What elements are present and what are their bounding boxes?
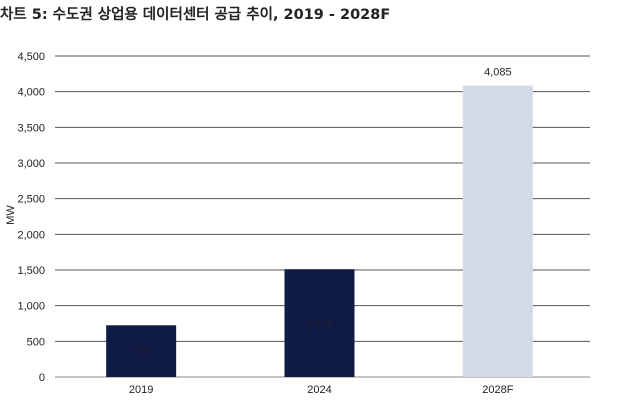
data-label: 725 (132, 346, 150, 358)
chart-title: 차트 5: 수도권 상업용 데이터센터 공급 추이, 2019 - 2028F (0, 7, 391, 23)
y-tick-label: 3,500 (17, 122, 45, 134)
x-tick-label: 2019 (129, 384, 153, 396)
bar-2024 (284, 269, 355, 377)
bar-2019 (106, 325, 177, 377)
y-tick-label: 4,500 (17, 51, 45, 63)
y-tick-label: 500 (27, 336, 45, 348)
y-tick-label: 3,000 (17, 158, 45, 170)
y-tick-label: 4,000 (17, 87, 45, 99)
x-tick-label: 2024 (307, 384, 331, 396)
y-tick-label: 1,000 (17, 301, 45, 313)
y-tick-label: 0 (39, 372, 45, 384)
y-axis-label: MW (5, 205, 17, 225)
y-tick-label: 2,500 (17, 194, 45, 206)
data-label: 4,085 (484, 67, 512, 79)
bar-2028F (462, 85, 533, 377)
x-tick-label: 2028F (482, 384, 513, 396)
y-tick-label: 2,000 (17, 229, 45, 241)
data-label: 1,511 (306, 318, 333, 330)
y-tick-label: 1,500 (17, 265, 45, 277)
